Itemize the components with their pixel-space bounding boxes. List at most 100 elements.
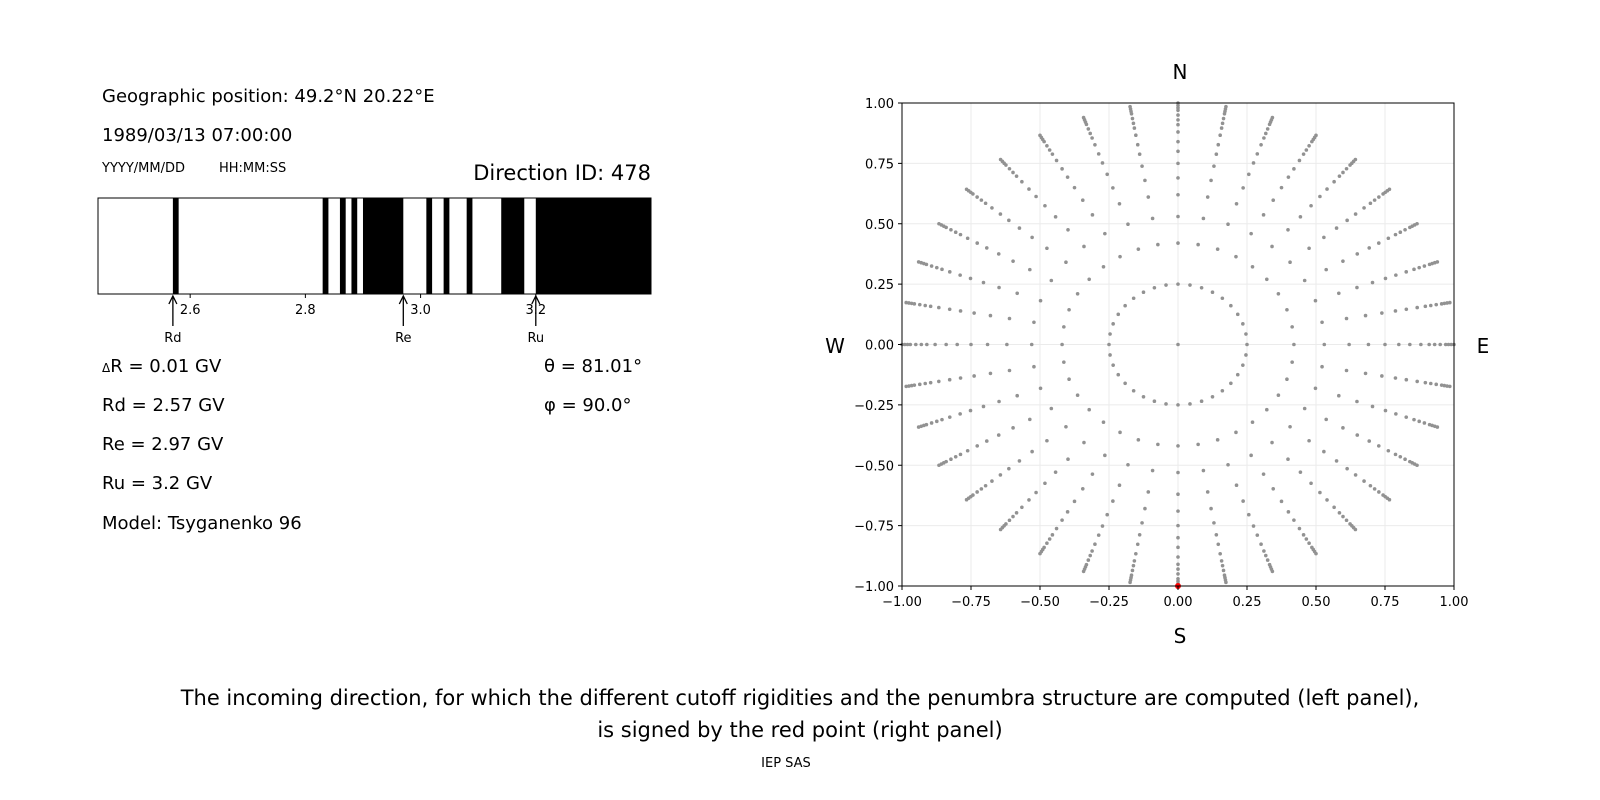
direction-point <box>1246 172 1251 177</box>
direction-point <box>1176 122 1180 127</box>
direction-point <box>1176 555 1180 559</box>
direction-point <box>1116 312 1121 317</box>
direction-point <box>1370 404 1375 409</box>
direction-point <box>1082 244 1086 249</box>
direction-point <box>1137 152 1142 157</box>
direction-point <box>1261 213 1266 217</box>
direction-point <box>1100 161 1105 165</box>
direction-point <box>1368 483 1373 488</box>
direction-point <box>940 417 944 422</box>
direction-point <box>1224 104 1228 109</box>
direction-point <box>958 232 963 237</box>
direction-point <box>923 303 928 308</box>
direction-point <box>1107 342 1111 347</box>
direction-point <box>934 265 939 270</box>
direction-point <box>1377 195 1381 199</box>
direction-point <box>979 198 984 202</box>
direction-point <box>1393 232 1398 237</box>
direction-point <box>1288 424 1292 429</box>
direction-point <box>1449 342 1454 347</box>
direction-point <box>1264 277 1269 282</box>
direction-point <box>1363 313 1368 318</box>
direction-point <box>1081 569 1086 574</box>
direction-point <box>1324 267 1328 272</box>
direction-point <box>1143 506 1147 511</box>
direction-point <box>1255 533 1260 537</box>
direction-point <box>1393 452 1398 457</box>
direction-point <box>1090 549 1094 553</box>
direction-point <box>1080 487 1085 491</box>
direction-point <box>907 301 911 305</box>
direction-point <box>1383 342 1387 347</box>
direction-point <box>1093 542 1097 547</box>
direction-point <box>1087 407 1091 412</box>
direction-point <box>979 487 984 491</box>
direction-point <box>996 252 1001 256</box>
direction-point <box>1422 264 1427 268</box>
direction-point <box>1251 524 1256 528</box>
direction-point <box>1332 505 1336 510</box>
direction-point <box>953 230 958 235</box>
direction-point <box>981 404 986 409</box>
direction-point <box>1265 558 1270 562</box>
direction-point <box>1176 161 1180 166</box>
direction-point <box>1164 283 1168 287</box>
direction-point <box>1014 174 1019 178</box>
direction-point <box>1337 291 1341 296</box>
direction-point <box>1286 175 1291 179</box>
direction-point <box>964 187 969 192</box>
direction-point <box>1176 444 1180 448</box>
direction-point <box>1439 302 1444 306</box>
direction-point <box>1259 142 1263 147</box>
direction-point <box>1188 402 1192 406</box>
x-tick-label: −0.25 <box>1089 595 1129 610</box>
direction-point <box>1140 164 1144 168</box>
theta-symbol: θ <box>544 356 556 377</box>
direction-point <box>1214 532 1219 537</box>
direction-point <box>1015 393 1019 398</box>
direction-point <box>929 421 934 425</box>
direction-point <box>1372 198 1377 202</box>
direction-point <box>1108 353 1112 357</box>
direction-point <box>1034 490 1038 495</box>
arrow-head-icon <box>531 294 541 305</box>
direction-point <box>1210 290 1215 295</box>
direction-point <box>1292 342 1296 347</box>
delta-symbol: Δ <box>102 361 111 375</box>
direction-point <box>1216 542 1221 547</box>
direction-point <box>972 374 976 378</box>
direction-point <box>1423 380 1428 385</box>
direction-point <box>1176 403 1180 407</box>
direction-point <box>1307 438 1311 443</box>
direction-point <box>1415 221 1419 226</box>
direction-point <box>1135 542 1140 547</box>
direction-point <box>1141 394 1146 399</box>
direction-point <box>1066 228 1070 232</box>
direction-point <box>1096 152 1101 156</box>
caption-line-2: is signed by the red point (right panel) <box>597 718 1003 742</box>
direction-point <box>1341 170 1345 175</box>
direction-point <box>1309 203 1313 208</box>
direction-point <box>1443 342 1448 347</box>
direction-point <box>1111 322 1115 326</box>
direction-point <box>1250 420 1255 424</box>
direction-point <box>1337 393 1341 398</box>
direction-point <box>1276 291 1281 296</box>
direction-point <box>1290 360 1294 364</box>
direction-point <box>937 305 941 310</box>
direction-point <box>1297 158 1302 163</box>
direction-point <box>996 433 1001 437</box>
direction-point <box>1249 453 1253 458</box>
direction-point <box>983 483 988 488</box>
x-tick-label: 1.00 <box>1440 595 1469 610</box>
direction-point <box>1011 426 1015 430</box>
direction-point <box>1101 420 1106 424</box>
direction-point <box>1214 152 1219 157</box>
direction-point <box>1302 406 1307 411</box>
direction-point <box>1047 537 1052 541</box>
direction-point <box>1417 265 1422 270</box>
direction-point <box>1446 342 1451 347</box>
direction-point <box>1250 265 1255 269</box>
direction-point <box>1355 399 1359 404</box>
x-tick-label: 0.50 <box>1302 595 1331 610</box>
